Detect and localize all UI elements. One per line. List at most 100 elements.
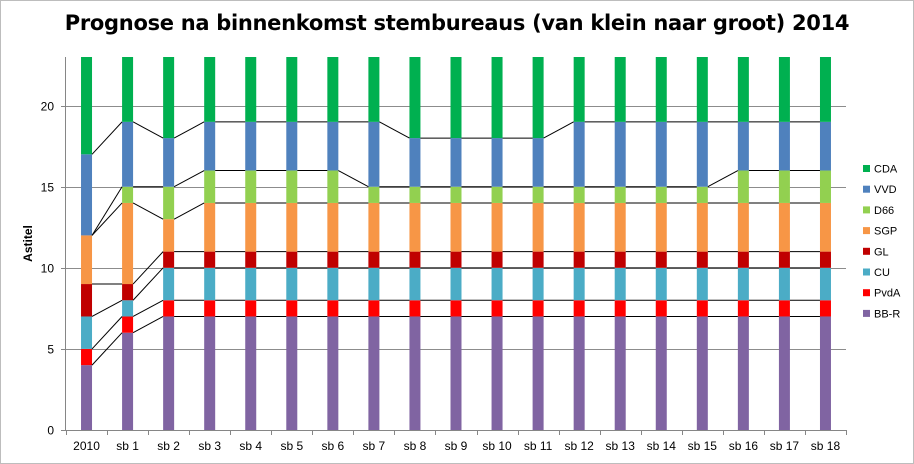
bar-segment-cda — [737, 57, 749, 122]
bar-segment-vvd — [655, 121, 667, 187]
bar-segment-bb-r — [122, 332, 134, 430]
series-connector-line — [91, 186, 123, 236]
bar-segment-pvda — [696, 300, 708, 317]
legend-label-gl: GL — [874, 246, 889, 258]
bar-segment-cu — [163, 267, 175, 301]
bar-segment-bb-r — [778, 316, 790, 430]
y-tick-label: 10 — [41, 262, 55, 276]
bar-segment-d66 — [778, 170, 790, 203]
x-tick-label: sb 9 — [445, 439, 468, 453]
bar-segment-cda — [819, 57, 831, 122]
bar-segment-cu — [655, 267, 667, 301]
bar-segment-cda — [409, 57, 421, 139]
connector-layer — [91, 121, 820, 366]
bar-segment-cu — [819, 267, 831, 301]
bar-segment-d66 — [450, 186, 462, 203]
chart-title: Prognose na binnenkomst stembureaus (van… — [64, 11, 850, 35]
bar-segment-sgp — [819, 202, 831, 252]
bar-segment-cu — [737, 267, 749, 301]
bar-segment-sgp — [450, 202, 462, 252]
bar-segment-bb-r — [491, 316, 503, 430]
legend-layer: CDA VVD D66 SGP GL CU PvdA BB-R — [863, 164, 901, 320]
bar-segment-cda — [573, 57, 585, 122]
bar-segment-pvda — [286, 300, 298, 317]
bar-segment-d66 — [737, 170, 749, 203]
bar-segment-bb-r — [532, 316, 544, 430]
bar-segment-vvd — [778, 121, 790, 171]
bar-segment-sgp — [614, 202, 626, 252]
bar-segment-cda — [245, 57, 257, 122]
bar-segment-pvda — [778, 300, 790, 317]
bar-segment-cu — [245, 267, 257, 301]
legend-swatch-sgp — [863, 227, 870, 235]
series-connector-line — [132, 251, 164, 285]
bar-segment-gl — [778, 251, 790, 268]
bar-segment-cu — [286, 267, 298, 301]
legend-label-cda: CDA — [874, 164, 898, 176]
x-tick-label: sb 16 — [729, 439, 759, 453]
bar-segment-sgp — [409, 202, 421, 252]
bar-segment-gl — [409, 251, 421, 268]
bar-segment-cda — [532, 57, 544, 139]
bar-segment-d66 — [532, 186, 544, 203]
bar-segment-vvd — [204, 121, 216, 171]
bar-segment-bb-r — [573, 316, 585, 430]
bar-segment-gl — [696, 251, 708, 268]
bar-segment-cu — [327, 267, 339, 301]
bar-segment-gl — [655, 251, 667, 268]
legend-swatch-d66 — [863, 206, 870, 214]
legend-swatch-cu — [863, 268, 870, 276]
legend-swatch-pvda — [863, 289, 870, 297]
bar-segment-cda — [204, 57, 216, 122]
bar-segment-gl — [573, 251, 585, 268]
legend-label-sgp: SGP — [874, 226, 897, 238]
bar-segment-cu — [778, 267, 790, 301]
bar-segment-gl — [614, 251, 626, 268]
bar-segment-d66 — [163, 186, 175, 220]
series-connector-line — [91, 121, 123, 155]
y-tick-label: 20 — [41, 100, 55, 114]
series-connector-line — [91, 316, 123, 350]
series-connector-line — [132, 121, 164, 139]
bar-segment-cda — [450, 57, 462, 139]
bar-segment-cda — [163, 57, 175, 139]
bar-segment-sgp — [778, 202, 790, 252]
bar-segment-gl — [532, 251, 544, 268]
bar-segment-cu — [81, 316, 93, 349]
bar-segment-bb-r — [163, 316, 175, 430]
bar-segment-sgp — [327, 202, 339, 252]
bar-segment-vvd — [409, 138, 421, 187]
x-tick-label: sb 14 — [647, 439, 677, 453]
bar-segment-sgp — [81, 235, 93, 285]
bar-segment-cu — [368, 267, 380, 301]
bar-segment-d66 — [245, 170, 257, 203]
series-connector-line — [91, 202, 123, 236]
bar-segment-cu — [532, 267, 544, 301]
bar-segment-vvd — [819, 121, 831, 171]
series-connector-line — [338, 170, 369, 188]
bar-segment-sgp — [573, 202, 585, 252]
bar-segment-d66 — [614, 186, 626, 203]
bar-segment-cda — [778, 57, 790, 122]
bar-segment-cda — [491, 57, 503, 139]
bar-segment-pvda — [122, 316, 134, 333]
series-connector-line — [543, 121, 574, 139]
x-tick-label: sb 7 — [363, 439, 386, 453]
bar-segment-sgp — [368, 202, 380, 252]
legend-swatch-vvd — [863, 185, 870, 193]
bar-segment-gl — [286, 251, 298, 268]
bar-segment-bb-r — [81, 365, 93, 430]
bar-segment-pvda — [368, 300, 380, 317]
bar-segment-gl — [327, 251, 339, 268]
bar-segment-cu — [204, 267, 216, 301]
bar-segment-gl — [737, 251, 749, 268]
bar-segment-bb-r — [204, 316, 216, 430]
bar-segment-d66 — [286, 170, 298, 203]
series-connector-line — [132, 316, 164, 334]
bar-segment-pvda — [819, 300, 831, 317]
bar-segment-bb-r — [819, 316, 831, 430]
y-tick-label: 5 — [47, 343, 54, 357]
bar-segment-gl — [122, 284, 134, 301]
y-axis-title: Astitel — [21, 225, 35, 262]
